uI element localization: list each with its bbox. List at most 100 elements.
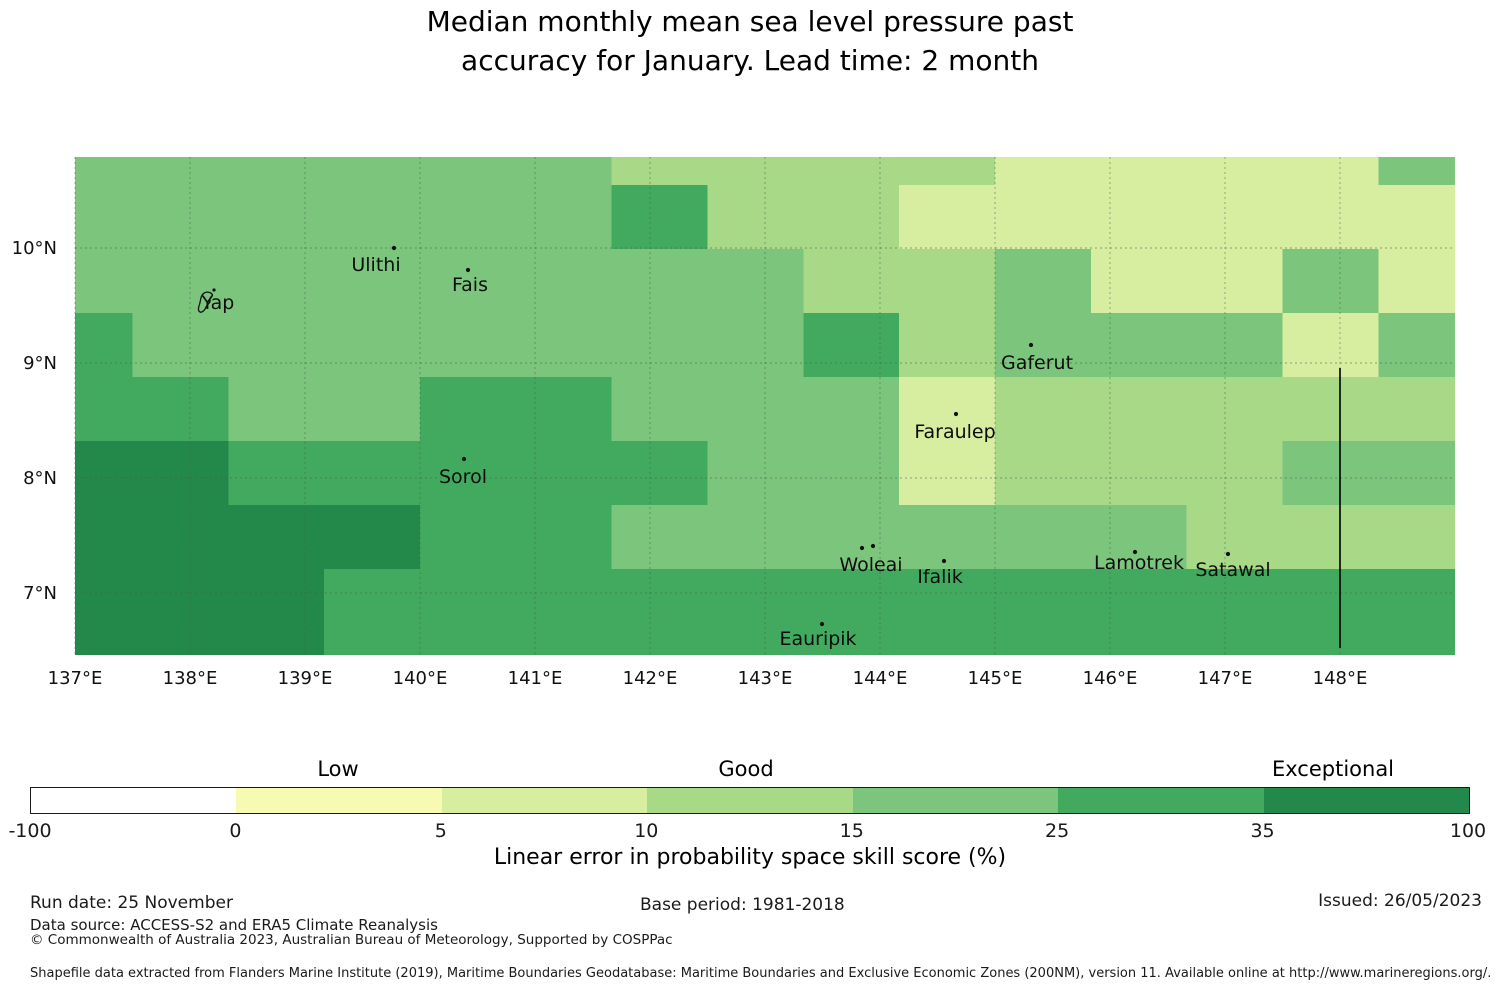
map-cell bbox=[611, 633, 708, 655]
map-cell bbox=[1090, 185, 1187, 249]
map-cell bbox=[515, 185, 612, 249]
island-marker-dot bbox=[953, 411, 959, 417]
map-cell bbox=[995, 377, 1091, 441]
map-cell bbox=[1378, 377, 1455, 441]
map-cell bbox=[1282, 569, 1379, 633]
map-cell bbox=[611, 377, 708, 441]
island-label: Fais bbox=[452, 274, 488, 296]
map-cell bbox=[132, 569, 229, 633]
y-axis-tick-label: 8°N bbox=[23, 468, 57, 489]
map-cell bbox=[420, 569, 516, 633]
map-cell bbox=[995, 313, 1091, 377]
island-marker-dot bbox=[1132, 549, 1138, 555]
map-cell bbox=[75, 377, 133, 441]
island-label: Lamotrek bbox=[1094, 552, 1184, 574]
map-cell bbox=[324, 377, 420, 441]
x-axis-tick-label: 143°E bbox=[738, 668, 793, 689]
island-marker-dot bbox=[461, 456, 467, 462]
map-cell bbox=[995, 441, 1091, 505]
x-axis-tick-label: 141°E bbox=[508, 668, 563, 689]
map-cell bbox=[707, 185, 804, 249]
map-cell bbox=[228, 157, 325, 185]
map-cell bbox=[132, 157, 229, 185]
footer-data-source: Data source: ACCESS-S2 and ERA5 Climate … bbox=[30, 916, 438, 934]
map-cell bbox=[420, 313, 516, 377]
island-marker-dot bbox=[859, 545, 865, 551]
map-cell bbox=[803, 569, 900, 633]
map-cell bbox=[324, 569, 420, 633]
map-cell bbox=[803, 249, 900, 313]
x-axis-tick-label: 140°E bbox=[393, 668, 448, 689]
map-cell bbox=[420, 633, 516, 655]
map-cell bbox=[324, 633, 420, 655]
map-cell bbox=[707, 313, 804, 377]
island-marker-dot bbox=[465, 267, 471, 273]
map-cell bbox=[132, 505, 229, 569]
map-cell bbox=[515, 377, 612, 441]
map-cell bbox=[611, 313, 708, 377]
map-cell bbox=[324, 249, 420, 313]
map-cell bbox=[75, 441, 133, 505]
map-cell bbox=[1186, 505, 1283, 569]
map-cell bbox=[1378, 505, 1455, 569]
x-axis-tick-label: 139°E bbox=[278, 668, 333, 689]
yap-island-outline bbox=[197, 291, 214, 313]
map-cell bbox=[324, 157, 420, 185]
map-cell bbox=[1186, 441, 1283, 505]
map-cell bbox=[899, 157, 995, 185]
map-cell bbox=[1378, 157, 1455, 185]
map-cell bbox=[515, 313, 612, 377]
x-axis-tick-label: 145°E bbox=[968, 668, 1023, 689]
map-cell bbox=[1186, 313, 1283, 377]
map-cell bbox=[228, 313, 325, 377]
map-cell bbox=[995, 249, 1091, 313]
map-cell bbox=[515, 569, 612, 633]
footer-issued-date: Issued: 26/05/2023 bbox=[1318, 891, 1482, 911]
map-cell bbox=[75, 313, 133, 377]
map-cell bbox=[1186, 157, 1283, 185]
x-axis-tick-label: 148°E bbox=[1313, 668, 1368, 689]
colorbar-tick-label: -100 bbox=[8, 820, 52, 842]
map-cell bbox=[1090, 313, 1187, 377]
map-cell bbox=[420, 249, 516, 313]
colorbar-tick-label: 35 bbox=[1250, 820, 1275, 842]
map-cell bbox=[420, 185, 516, 249]
map-cell bbox=[1282, 377, 1379, 441]
map-cell bbox=[132, 377, 229, 441]
map-cell bbox=[515, 633, 612, 655]
map-cell bbox=[1282, 185, 1379, 249]
map-cell bbox=[1282, 633, 1379, 655]
map-cell bbox=[324, 185, 420, 249]
island-label: Satawal bbox=[1195, 559, 1270, 581]
map-cell bbox=[1378, 313, 1455, 377]
y-axis-tick-label: 10°N bbox=[12, 238, 57, 259]
map-cell bbox=[228, 569, 325, 633]
colorbar-tick-label: 5 bbox=[434, 820, 447, 842]
map-cell bbox=[1186, 377, 1283, 441]
colorbar-segment bbox=[1058, 788, 1264, 813]
map-cell bbox=[611, 185, 708, 249]
map-cell bbox=[803, 377, 900, 441]
footer-shapefile-note: Shapefile data extracted from Flanders M… bbox=[30, 966, 1492, 981]
map-cell bbox=[707, 569, 804, 633]
colorbar-tick-label: 15 bbox=[839, 820, 864, 842]
map-cell bbox=[515, 441, 612, 505]
map-cell bbox=[899, 313, 995, 377]
map-cell bbox=[1282, 249, 1379, 313]
colorbar-tick-label: 100 bbox=[1449, 820, 1487, 842]
map-cell bbox=[1186, 633, 1283, 655]
x-axis-tick-label: 146°E bbox=[1083, 668, 1138, 689]
map-cell bbox=[1282, 441, 1379, 505]
colorbar-tick-label: 10 bbox=[634, 820, 659, 842]
map-cell bbox=[75, 249, 133, 313]
map-cell bbox=[1282, 313, 1379, 377]
colorbar-axis-label: Linear error in probability space skill … bbox=[493, 845, 1007, 870]
map-cell bbox=[324, 313, 420, 377]
map-cell bbox=[1090, 157, 1187, 185]
map-cell bbox=[132, 441, 229, 505]
island-marker-dot bbox=[1028, 342, 1034, 348]
island-marker-dot bbox=[941, 558, 947, 564]
map-cell bbox=[132, 633, 229, 655]
chart-title-line1: Median monthly mean sea level pressure p… bbox=[426, 5, 1074, 38]
